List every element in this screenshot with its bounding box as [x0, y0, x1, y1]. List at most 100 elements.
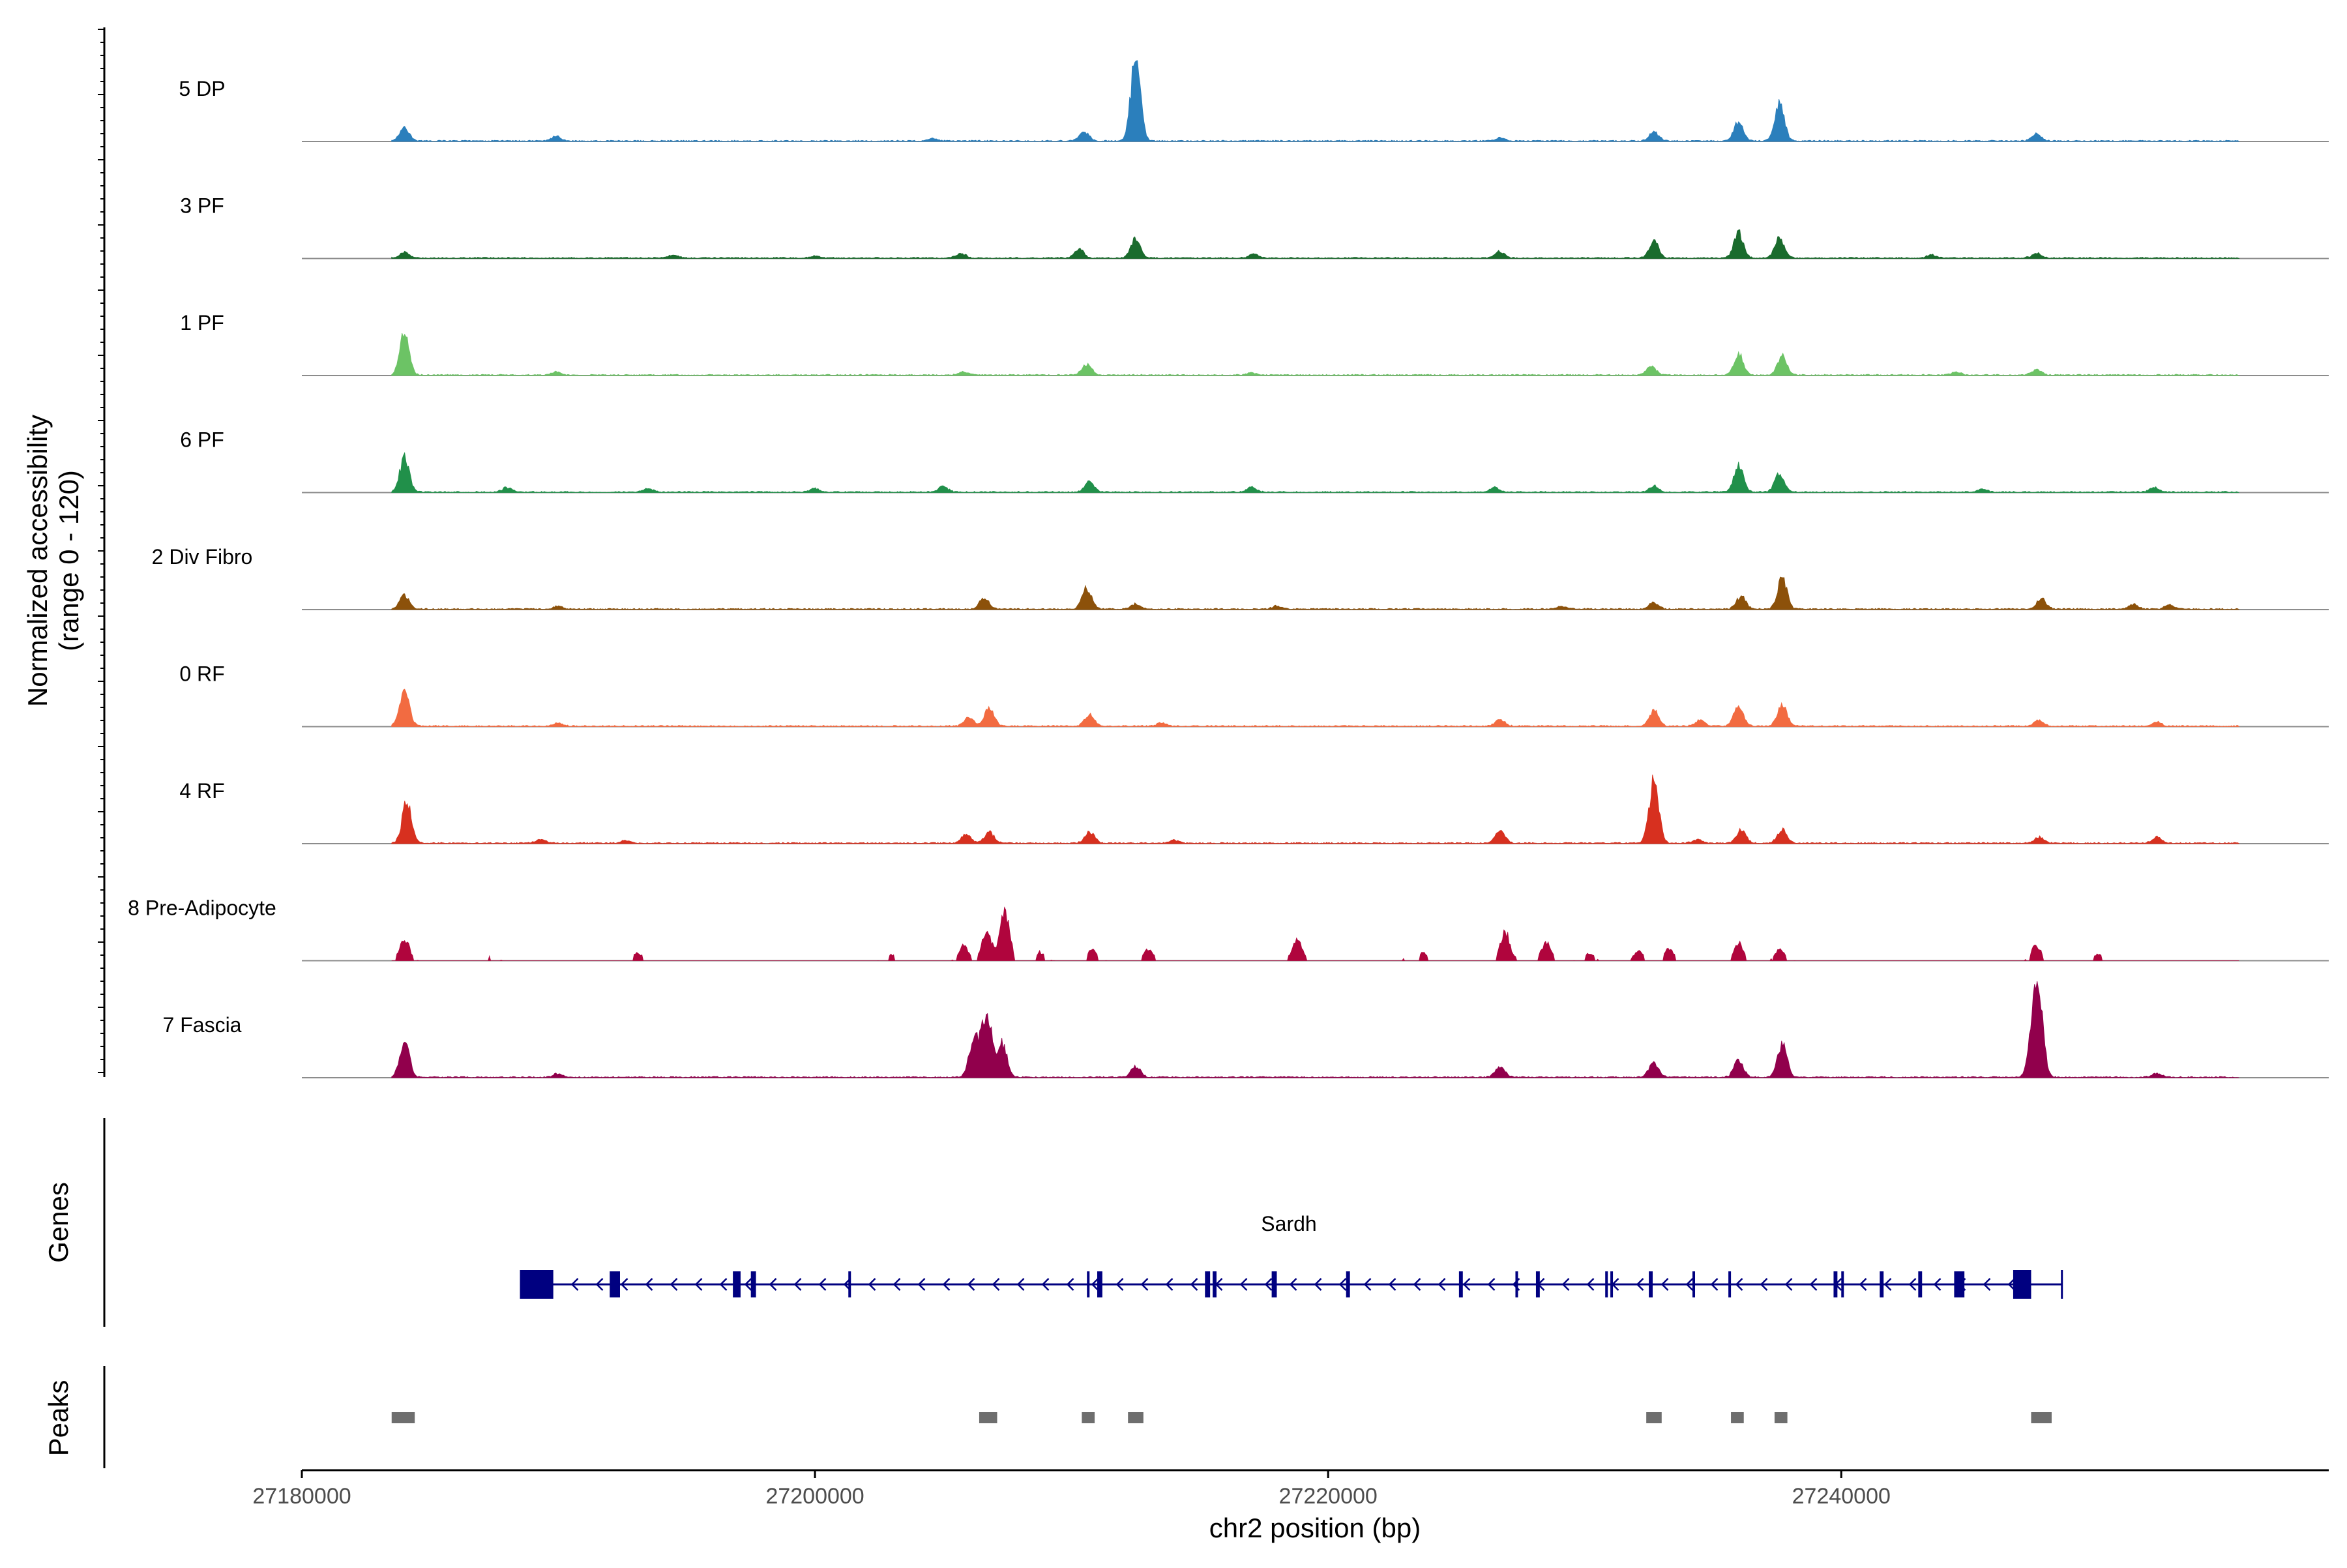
coverage-area — [391, 906, 2239, 962]
strand-arrow — [570, 1278, 579, 1291]
peak-region — [1731, 1412, 1744, 1423]
coverage-track-0: 5 DP — [179, 60, 2329, 142]
strand-arrow — [1883, 1278, 1892, 1291]
exon — [1728, 1271, 1732, 1297]
genes-panel-label: Genes — [43, 1182, 74, 1263]
coverage-track-8: 7 Fascia — [163, 981, 2329, 1078]
strand-arrow — [1487, 1278, 1496, 1291]
exon — [750, 1271, 756, 1297]
strand-arrow — [1908, 1278, 1917, 1291]
exon — [1346, 1271, 1350, 1297]
strand-arrow — [1363, 1278, 1372, 1291]
strand-arrow — [1760, 1278, 1768, 1291]
x-axis-ticks: 27180000 27200000 27220000 27240000 — [252, 1470, 1891, 1509]
exon — [1692, 1271, 1696, 1297]
coverage-area — [391, 688, 2240, 728]
exon — [1271, 1271, 1277, 1297]
strand-arrow — [1016, 1278, 1025, 1291]
strand-arrow — [719, 1278, 728, 1291]
exon — [1515, 1271, 1518, 1297]
exon — [1205, 1271, 1211, 1297]
x-tick-label: 27240000 — [1792, 1484, 1891, 1509]
coverage-y-axis-ticks — [98, 29, 104, 1073]
coverage-area — [391, 333, 2239, 376]
peak-region — [1774, 1412, 1788, 1423]
track-label: 7 Fascia — [163, 1013, 242, 1037]
x-tick-label: 27180000 — [252, 1484, 351, 1509]
coverage-track-2: 1 PF — [180, 311, 2329, 376]
strand-arrow — [1438, 1278, 1446, 1291]
strand-arrow — [1388, 1278, 1396, 1291]
exon — [1605, 1271, 1608, 1297]
strand-arrow — [1735, 1278, 1743, 1291]
exon — [1535, 1271, 1540, 1297]
strand-arrow — [917, 1278, 926, 1291]
strand-arrow — [1165, 1278, 1174, 1291]
strand-arrow — [1066, 1278, 1074, 1291]
track-label: 6 PF — [180, 428, 224, 452]
coverage-area — [391, 452, 2239, 494]
exon — [1954, 1271, 1965, 1297]
coverage-area — [391, 576, 2240, 610]
coverage-area — [391, 60, 2240, 142]
peak-region — [1646, 1412, 1662, 1423]
coverage-area — [391, 775, 2240, 844]
exon — [733, 1271, 741, 1297]
exon — [1610, 1271, 1614, 1297]
strand-arrow — [893, 1278, 901, 1291]
strand-arrow — [1091, 1278, 1099, 1291]
coverage-track-1: 3 PF — [180, 194, 2329, 259]
strand-arrow — [1190, 1278, 1198, 1291]
strand-arrow — [1462, 1278, 1471, 1291]
peak-region — [1082, 1412, 1095, 1423]
exon — [1918, 1271, 1923, 1297]
strand-arrow — [1586, 1278, 1595, 1291]
track-label: 8 Pre-Adipocyte — [128, 896, 276, 920]
strand-arrow — [1041, 1278, 1050, 1291]
coverage-area — [391, 981, 2239, 1078]
strand-arrow — [942, 1278, 951, 1291]
peak-regions — [391, 1412, 2052, 1423]
gene-name-label: Sardh — [1261, 1212, 1316, 1235]
exon — [1649, 1271, 1653, 1297]
strand-arrow — [1661, 1278, 1669, 1291]
strand-arrow — [1289, 1278, 1297, 1291]
strand-arrow — [1338, 1278, 1347, 1291]
strand-arrow — [1983, 1278, 1991, 1291]
strand-arrow — [1264, 1278, 1273, 1291]
strand-arrow — [595, 1278, 604, 1291]
coverage-track-6: 4 RF — [179, 775, 2329, 844]
strand-arrow — [818, 1278, 827, 1291]
exon — [848, 1271, 851, 1297]
strand-arrow — [868, 1278, 876, 1291]
strand-arrow — [1710, 1278, 1719, 1291]
exon — [1880, 1271, 1884, 1297]
strand-arrow — [2007, 1278, 2016, 1291]
track-label: 1 PF — [180, 311, 224, 334]
exon — [2013, 1270, 2031, 1299]
exon — [1841, 1271, 1844, 1297]
strand-arrow — [793, 1278, 802, 1291]
peak-region — [2031, 1412, 2052, 1423]
strand-arrow — [744, 1278, 752, 1291]
strand-arrow — [1413, 1278, 1421, 1291]
strand-arrow — [1784, 1278, 1793, 1291]
strand-arrow — [645, 1278, 653, 1291]
x-axis-title: chr2 position (bp) — [1209, 1513, 1421, 1543]
coverage-track-7: 8 Pre-Adipocyte — [128, 896, 2329, 962]
strand-arrow — [1140, 1278, 1149, 1291]
coverage-tracks: 5 DP 3 PF 1 PF 6 PF 2 Div Fibro 0 RF 4 RF 8 Pre… — [128, 60, 2329, 1078]
coverage-area — [391, 229, 2240, 259]
strand-arrow — [620, 1278, 628, 1291]
peak-region — [979, 1412, 997, 1423]
strand-arrow — [967, 1278, 975, 1291]
track-label: 5 DP — [179, 77, 225, 100]
strand-arrow — [1314, 1278, 1322, 1291]
y-axis-title-line1: Normalized accessibility — [22, 415, 53, 707]
track-label: 2 Div Fibro — [152, 545, 253, 569]
x-tick-label: 27220000 — [1279, 1484, 1378, 1509]
gene-track: Sardh — [520, 1212, 2063, 1299]
exon — [520, 1270, 554, 1299]
exon — [1833, 1271, 1838, 1297]
